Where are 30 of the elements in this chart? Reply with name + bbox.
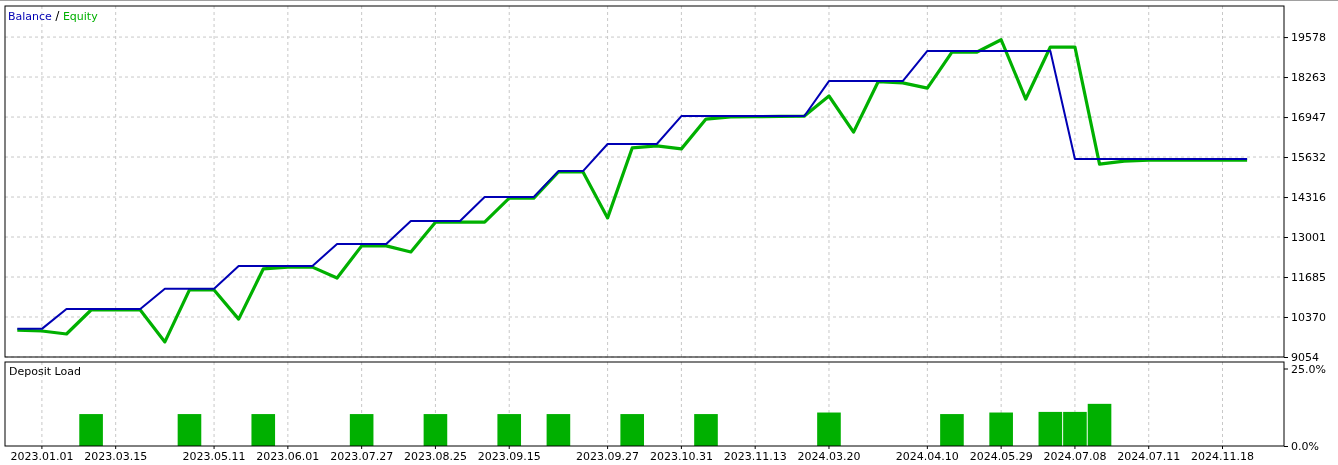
y-tick-label: 14316 [1291, 191, 1326, 205]
y-tick-label: 25.0% [1291, 362, 1326, 376]
y-tick-label: 0.0% [1291, 440, 1319, 454]
y-tick-label: 16947 [1291, 111, 1326, 125]
x-tick-label: 2023.06.01 [256, 449, 320, 463]
x-tick-label: 2024.04.10 [895, 449, 959, 463]
y-tick-label: 13001 [1291, 231, 1326, 245]
x-tick-label: 2023.05.11 [182, 449, 246, 463]
y-tick-label: 9054 [1291, 351, 1319, 365]
x-tick-label: 2024.05.29 [969, 449, 1033, 463]
chart-title: Deposit Load [9, 365, 81, 378]
x-tick-label: 2023.09.27 [576, 449, 640, 463]
text: Balance [8, 10, 53, 23]
y-tick-label: 11685 [1291, 271, 1326, 285]
x-tick-label: 2023.09.15 [477, 449, 541, 463]
x-tick-label: 2024.07.11 [1117, 449, 1181, 463]
x-tick-label: 2023.08.25 [403, 449, 467, 463]
x-tick-label: 2023.03.15 [84, 449, 148, 463]
text: Equity [62, 10, 99, 23]
x-tick-label: 2023.01.01 [10, 449, 74, 463]
y-tick-label: 10370 [1291, 311, 1326, 325]
y-tick-label: 15632 [1291, 151, 1326, 165]
x-tick-label: 2024.11.18 [1191, 449, 1254, 463]
y-tick-label: 19578 [1291, 31, 1326, 45]
x-tick-label: 2024.07.08 [1043, 449, 1107, 463]
x-tick-label: 2024.03.20 [797, 449, 861, 463]
x-tick-label: 2023.11.13 [723, 449, 787, 463]
y-tick-label: 18263 [1291, 71, 1326, 85]
x-tick-label: 2023.10.31 [649, 449, 713, 463]
x-tick-label: 2023.07.27 [330, 449, 394, 463]
